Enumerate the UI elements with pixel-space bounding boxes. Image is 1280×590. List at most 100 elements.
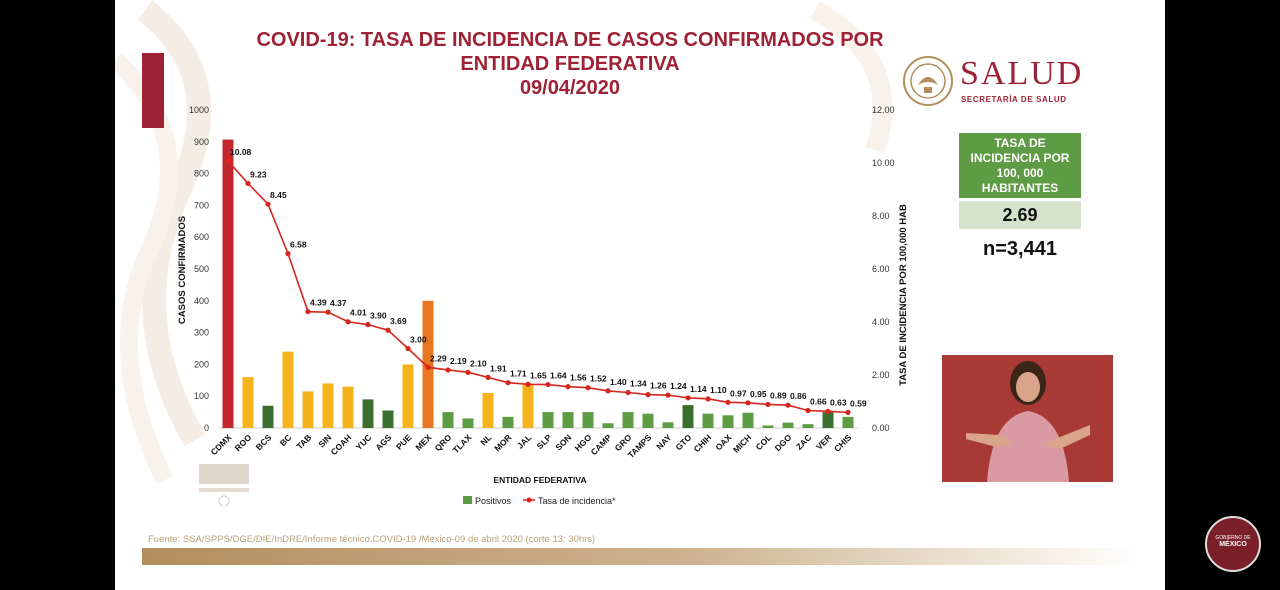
bar-jal <box>522 385 534 428</box>
incidence-point-label: 4.39 <box>310 298 327 308</box>
y2-tick-label: 0.00 <box>872 423 890 433</box>
incidence-point <box>405 345 411 352</box>
incidence-point-label: 1.64 <box>550 371 567 381</box>
x-tick-label: NL <box>478 432 493 447</box>
incidence-point-label: 0.89 <box>770 390 787 400</box>
bar-yuc <box>362 399 374 428</box>
interpreter-figure <box>966 361 1090 482</box>
bar-coah <box>342 386 354 428</box>
bar-mor <box>502 416 514 428</box>
y2-tick-label: 8.00 <box>872 211 890 221</box>
bar-sin <box>322 383 334 428</box>
x-tick-label: DGO <box>773 432 794 453</box>
title-line-1: COVID-19: TASA DE INCIDENCIA DE CASOS CO… <box>256 29 884 51</box>
y-axis-right: 0.00 2.00 4.00 6.00 8.00 10.00 12.00 <box>872 105 895 433</box>
bar-ags <box>382 410 394 428</box>
incidence-value: 2.69 <box>959 201 1081 229</box>
legend-bar-swatch <box>463 496 472 504</box>
incidence-point <box>645 392 651 398</box>
bar-chis <box>842 416 854 428</box>
bars <box>222 139 854 428</box>
x-tick-label: QRO <box>433 432 454 453</box>
incidence-point <box>665 392 671 398</box>
incidence-point <box>265 201 271 207</box>
incidence-point <box>745 400 751 406</box>
incidence-point-label: 9.23 <box>250 169 267 179</box>
legend: Positivos Tasa de incidencia* <box>463 496 616 506</box>
source-note: Fuente: SSA/SPPS/DGE/DIE/InDRE/Informe t… <box>148 534 596 545</box>
incidence-point-label: 1.52 <box>590 374 607 384</box>
y-axis-title: CASOS CONFIRMADOS <box>177 216 188 324</box>
x-tick-label: MICH <box>731 432 753 454</box>
legend-bars-label: Positivos <box>475 496 512 506</box>
x-tick-label: TLAX <box>451 432 474 455</box>
incidence-point <box>385 327 391 333</box>
incidence-point <box>825 408 831 414</box>
x-tick-label: BC <box>278 432 294 448</box>
y2-tick-label: 2.00 <box>872 370 890 380</box>
x-tick-label: OAX <box>713 432 733 452</box>
sample-size: n=3,441 <box>983 238 1057 260</box>
incidence-point <box>805 407 811 414</box>
y-tick-label: 400 <box>194 296 209 306</box>
y-tick-label: 600 <box>194 232 209 242</box>
incidence-point-label: 0.86 <box>790 391 807 401</box>
x-tick-label: MOR <box>492 432 513 453</box>
y-tick-label: 800 <box>194 169 209 179</box>
x-tick-label: ZAC <box>794 432 813 451</box>
y-tick-label: 0 <box>204 423 209 433</box>
badge-line-1: GOBIERNO DE <box>1215 535 1251 541</box>
bar-mich <box>742 412 754 428</box>
incidence-point-label: 3.69 <box>390 316 407 326</box>
bar-mex <box>422 300 434 428</box>
incidence-point <box>565 384 571 390</box>
incidence-point <box>345 319 351 325</box>
incidence-point-label: 1.14 <box>690 384 707 394</box>
legend-line-marker <box>526 497 532 503</box>
incidence-point-label: 8.45 <box>270 190 287 200</box>
incidence-point <box>225 158 231 164</box>
bar-gro <box>622 412 634 428</box>
incidence-point-label: 1.24 <box>670 381 687 391</box>
incidence-point <box>505 380 511 386</box>
y-tick-label: 1000 <box>189 105 209 115</box>
incidence-point <box>465 369 471 375</box>
x-tick-label: CHIS <box>832 432 854 454</box>
incidence-point <box>605 388 611 394</box>
x-tick-label: BCS <box>254 432 274 452</box>
y2-tick-label: 10.00 <box>872 158 895 168</box>
y-tick-label: 900 <box>194 137 209 147</box>
y-tick-label: 700 <box>194 200 209 210</box>
incidence-point <box>845 409 851 415</box>
incidence-point-label: 1.10 <box>710 385 727 395</box>
incidence-point-label: 6.58 <box>290 240 307 250</box>
salud-logo: SALUD SECRETARÍA DE SALUD <box>902 55 1112 111</box>
x-tick-label: GTO <box>673 432 693 452</box>
incidence-point-label: 1.65 <box>530 370 547 380</box>
incidence-point-label: 2.10 <box>470 358 487 368</box>
bar-zac <box>802 424 814 428</box>
incidence-point <box>325 309 331 315</box>
page-title: COVID-19: TASA DE INCIDENCIA DE CASOS CO… <box>215 28 925 100</box>
bar-dgo <box>782 422 794 428</box>
x-tick-label: COAH <box>329 432 354 457</box>
logo-word: SALUD <box>960 55 1084 92</box>
incidence-point <box>685 395 691 401</box>
incidence-point-label: 1.26 <box>650 381 667 391</box>
incidence-line: 10.08 9.23 8.45 6.58 4.39 4.374.01 3.903.693.0… <box>225 147 867 415</box>
incidence-point-label: 1.40 <box>610 377 627 387</box>
bar-gto <box>682 405 694 428</box>
bar-tlax <box>462 418 474 428</box>
slide: COVID-19: TASA DE INCIDENCIA DE CASOS CO… <box>115 0 1165 590</box>
y-axis-left: 0 100 200 300 400 500 600 700 800 900 1000 <box>189 105 209 433</box>
incidence-point <box>305 309 311 315</box>
x-tick-label: TAB <box>294 432 313 451</box>
bar-roo <box>242 377 254 428</box>
bar-oax <box>722 415 734 428</box>
x-tick-label: CDMX <box>209 432 234 457</box>
bar-chih <box>702 413 714 428</box>
incidence-point <box>445 367 451 373</box>
title-line-3: 09/04/2020 <box>519 77 621 99</box>
incidence-label: TASA DE INCIDENCIA POR 100, 000 HABITANT… <box>970 135 1070 195</box>
